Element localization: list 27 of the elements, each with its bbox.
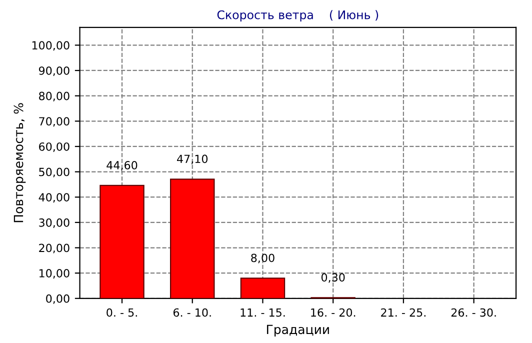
data-label: 44,60 — [106, 161, 138, 171]
y-tick-label: 100,00 — [32, 41, 70, 51]
x-tick-label: 6. - 10. — [173, 308, 211, 317]
y-tick-label: 60,00 — [39, 142, 70, 152]
data-label: 0,30 — [321, 273, 345, 283]
data-label: 8,00 — [251, 254, 274, 264]
y-tick-label: 20,00 — [39, 244, 70, 254]
data-label: 47,10 — [177, 154, 208, 164]
y-tick-label: 90,00 — [38, 66, 70, 76]
x-tick-label: 21. - 25. — [381, 308, 426, 317]
chart-title: Скорость ветра ( Июнь ) — [217, 10, 378, 22]
y-tick-label: 30,00 — [39, 218, 70, 228]
x-tick-label: 0. - 5. — [106, 308, 137, 317]
x-tick-label: 26. - 30. — [451, 308, 496, 317]
y-tick-label: 80,00 — [39, 92, 70, 102]
bar — [240, 278, 286, 298]
y-tick-label: 50,00 — [39, 168, 70, 178]
x-tick-label: 16. - 20. — [311, 308, 356, 317]
bar — [170, 178, 215, 298]
y-tick-label: 10,00 — [39, 269, 70, 279]
y-axis-title: Повторяемость, % — [14, 103, 26, 222]
y-tick-label: 40,00 — [38, 193, 70, 203]
y-tick-label: 0,00 — [46, 294, 70, 304]
y-tick-label: 70,00 — [39, 117, 70, 127]
x-axis-title: Градации — [267, 324, 329, 337]
x-tick-label: 11. - 15. — [240, 308, 285, 317]
bar — [100, 184, 144, 298]
